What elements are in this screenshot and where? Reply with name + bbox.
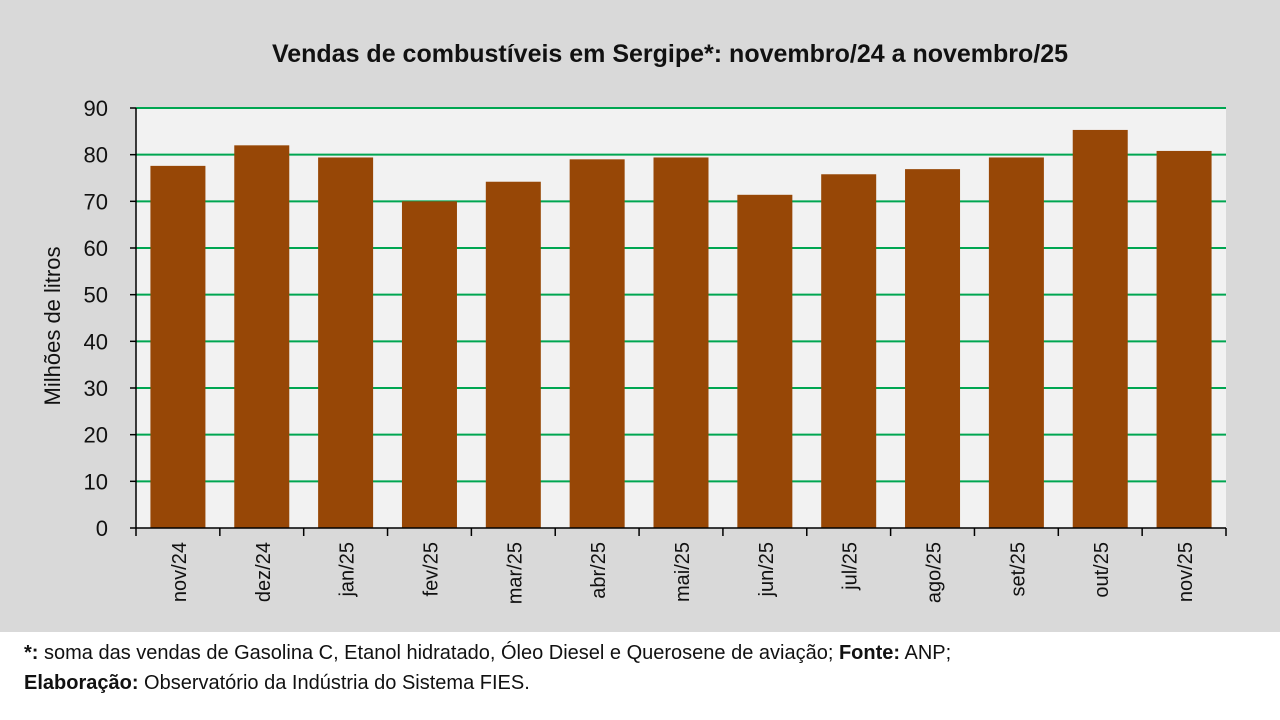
x-tick-label: out/25 xyxy=(1091,542,1113,598)
source-value: ANP; xyxy=(900,642,952,664)
x-tick-label: jul/25 xyxy=(840,542,862,591)
credit-label: Elaboração: xyxy=(24,672,139,694)
credit-value: Observatório da Indústria do Sistema FIE… xyxy=(138,672,530,694)
bar xyxy=(1072,129,1128,528)
y-tick-label: 80 xyxy=(84,143,108,168)
bar xyxy=(905,169,961,528)
bar xyxy=(653,157,709,528)
bar xyxy=(988,157,1044,528)
x-tick-label: jan/25 xyxy=(337,542,359,598)
y-axis-label: Milhões de litros xyxy=(40,247,65,406)
x-tick-label: mar/25 xyxy=(504,542,526,604)
bar xyxy=(150,165,206,528)
bar xyxy=(401,201,457,529)
x-tick-label: ago/25 xyxy=(924,542,946,603)
footnote: *: soma das vendas de Gasolina C, Etanol… xyxy=(24,638,1264,698)
footnote-line-2: Elaboração: Observatório da Indústria do… xyxy=(24,668,1264,698)
bar xyxy=(485,181,541,528)
x-tick-label: set/25 xyxy=(1007,542,1029,596)
x-tick-label: mai/25 xyxy=(672,542,694,602)
x-tick-label: nov/25 xyxy=(1175,542,1197,602)
x-tick-label: dez/24 xyxy=(253,542,275,602)
footnote-description: soma das vendas de Gasolina C, Etanol hi… xyxy=(38,642,839,664)
y-tick-label: 0 xyxy=(96,516,108,541)
bar xyxy=(1156,150,1212,528)
source-label: Fonte: xyxy=(838,642,901,664)
y-tick-label: 70 xyxy=(84,189,108,214)
bar xyxy=(234,145,290,529)
bar xyxy=(821,174,877,528)
y-tick-label: 30 xyxy=(84,376,108,401)
y-tick-label: 60 xyxy=(84,236,108,261)
chart-title: Vendas de combustíveis em Sergipe*: nove… xyxy=(271,40,1069,68)
bar-chart: 0 10 20 30 40 50 60 70 80 90 nov/24 dez/24 jan/25 fev… xyxy=(40,96,1227,604)
bar xyxy=(318,157,374,528)
bar xyxy=(737,194,793,529)
y-tick-label: 10 xyxy=(84,469,108,494)
y-tick-label: 90 xyxy=(84,96,108,121)
x-tick-label: nov/24 xyxy=(169,542,191,602)
x-tick-label: abr/25 xyxy=(588,542,610,599)
footnote-line-1: *: soma das vendas de Gasolina C, Etanol… xyxy=(24,638,1264,668)
footnote-marker: *: xyxy=(24,642,39,664)
bar xyxy=(569,159,625,529)
chart-area: Vendas de combustíveis em Sergipe*: nove… xyxy=(0,0,1280,632)
x-tick-label: fev/25 xyxy=(420,542,442,596)
y-tick-label: 20 xyxy=(84,423,108,448)
y-tick-label: 40 xyxy=(84,329,108,354)
y-tick-label: 50 xyxy=(84,283,108,308)
x-tick-label: jun/25 xyxy=(756,542,778,598)
